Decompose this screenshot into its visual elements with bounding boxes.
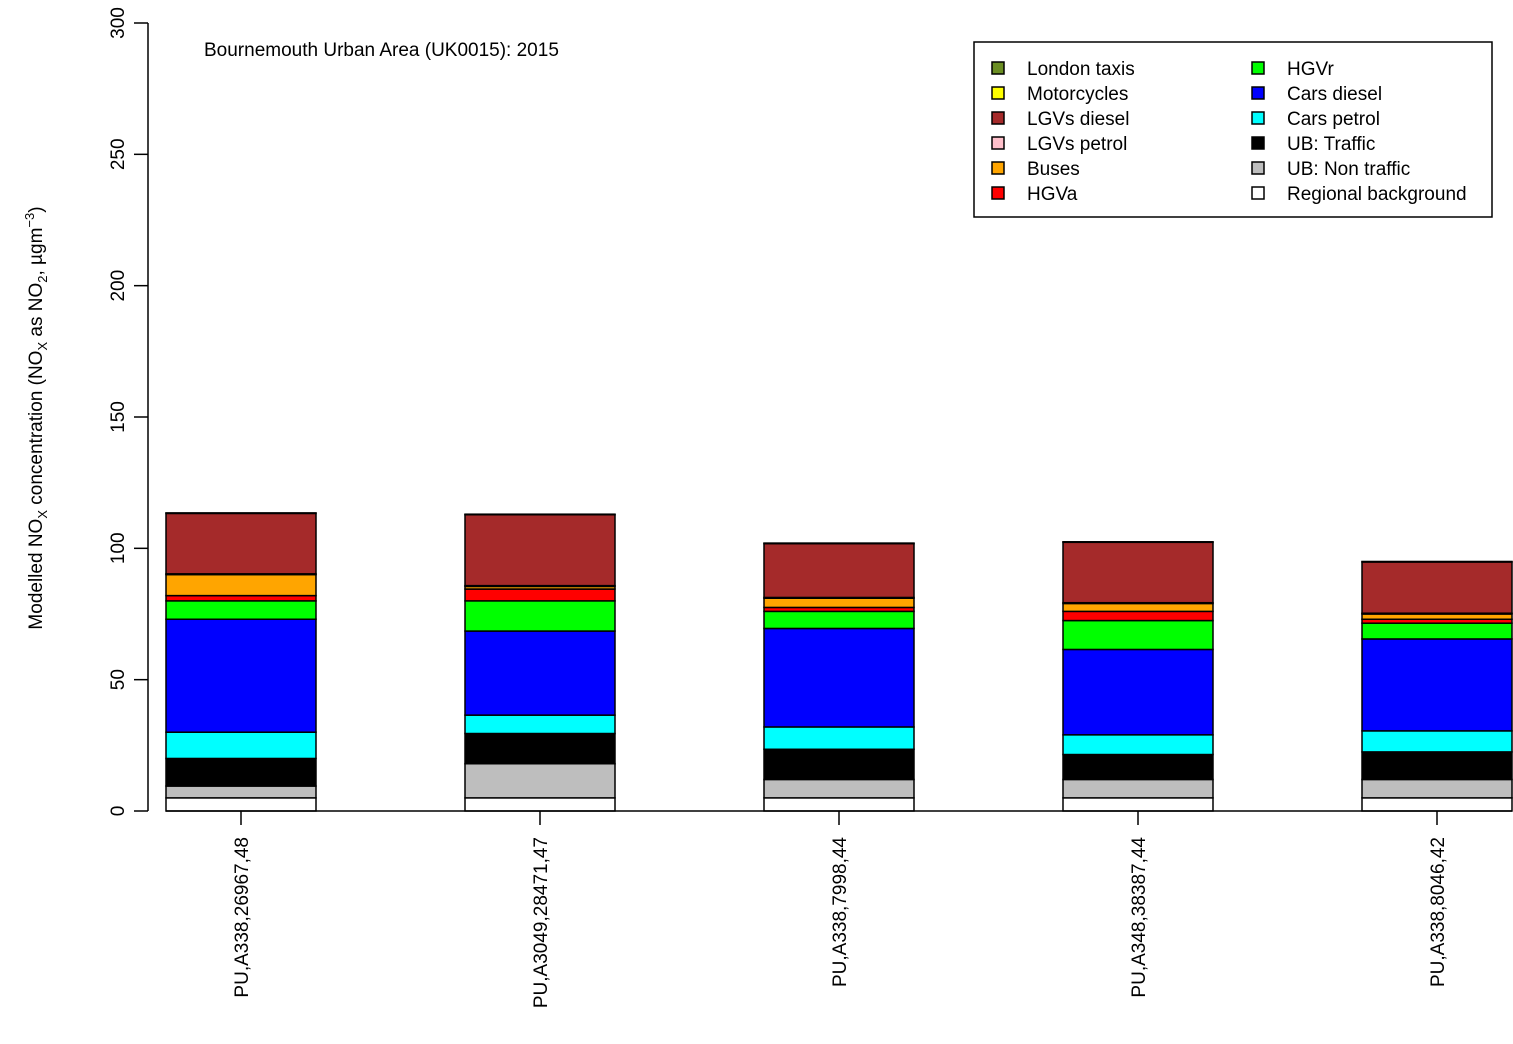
x-tick-label: PU,A338,8046,42 [1428,837,1449,987]
legend-swatch [991,61,1005,75]
bar-segment [464,762,616,799]
y-tick-label: 150 [108,401,129,433]
legend-label: HGVa [1027,184,1078,205]
x-axis: PU,A338,26967,48 PU,A3049,28471,47 PU,A338… [166,810,1512,1008]
bar-segment [1062,778,1214,799]
legend-label: UB: Traffic [1287,134,1375,155]
y-tick-label: 100 [108,532,129,564]
bar-segment [763,597,915,609]
legend-swatch [1251,86,1265,100]
legend-label: UB: Non traffic [1287,159,1410,180]
y-axis: 0 50 100 150 200 250 300 [108,7,149,817]
bar-segment [1361,561,1513,614]
y-tick-label: 300 [108,7,129,39]
x-tick-label: PU,A338,7998,44 [830,837,851,987]
bar-segment [165,573,317,597]
bar-segment [1361,797,1513,812]
bar-segment [763,610,915,630]
x-tick-label: PU,A3049,28471,47 [531,837,552,1008]
bar-segment [464,797,616,812]
bar-segment [763,797,915,812]
bar-segment [165,785,317,799]
chart-title: Bournemouth Urban Area (UK0015): 2015 [204,40,559,61]
bar-segment [165,512,317,515]
bar-segment [1062,797,1214,812]
bar-segment [1361,560,1513,563]
bar-segment [165,594,317,602]
bar-segment [165,512,317,575]
legend-label: Buses [1027,159,1080,180]
y-tick-label: 200 [108,270,129,302]
y-axis-label: Modelled NOX concentration (NOX as NO2, … [22,206,50,629]
bar-segment [1361,622,1513,640]
bar-segment [464,513,616,516]
x-tick-label: PU,A348,38387,44 [1129,837,1150,998]
bar-segment [165,731,317,760]
y-tick-label: 50 [108,669,129,690]
legend-swatch [1251,136,1265,150]
bar-segment [763,726,915,751]
legend-swatch [1251,111,1265,125]
legend-label: LGVs diesel [1027,109,1129,130]
bar-segment [1361,778,1513,799]
legend-swatch [991,136,1005,150]
bar-segment [1062,648,1214,736]
bar-segment [464,714,616,735]
bar-segment [1062,734,1214,756]
bar-segment [165,600,317,621]
bar-segment [1062,619,1214,651]
legend-swatch [991,161,1005,175]
bar-segment [1062,602,1214,613]
legend-label: LGVs petrol [1027,134,1127,155]
bar-segment [1361,730,1513,753]
legend-label: Motorcycles [1027,84,1128,105]
legend-label: Regional background [1287,184,1467,205]
legend-label: London taxis [1027,59,1135,80]
bar-segment [1062,541,1214,544]
bars-group [165,512,1513,812]
bar-segment [464,588,616,602]
legend-swatch [991,86,1005,100]
bar-segment [763,748,915,781]
bar-segment [464,732,616,765]
x-tick-label: PU,A338,26967,48 [232,837,253,998]
bar-segment [1062,541,1214,604]
bar-segment [763,627,915,728]
bar-segment [1361,613,1513,621]
legend-swatch [1251,161,1265,175]
legend-swatch [1251,186,1265,200]
legend-label: Cars diesel [1287,84,1382,105]
legend-box [973,41,1493,218]
legend-swatch [991,111,1005,125]
bar-segment [1361,751,1513,781]
bar-segment [165,797,317,812]
legend-swatch [1251,61,1265,75]
bar-segment [464,513,616,587]
legend-label: HGVr [1287,59,1334,80]
bar-segment [763,542,915,545]
bar-segment [464,630,616,716]
y-tick-label: 250 [108,138,129,170]
legend-label: Cars petrol [1287,109,1380,130]
legend-swatch [991,186,1005,200]
legend: London taxis Motorcycles LGVs diesel LGVs p… [973,41,1493,218]
bar-segment [165,757,317,787]
bar-segment [1062,753,1214,781]
bar-segment [165,618,317,733]
bar-segment [464,600,616,632]
bar-segment [763,542,915,599]
bar-segment [1062,610,1214,622]
bar-segment [763,778,915,799]
bar-segment [1361,638,1513,732]
y-tick-label: 0 [108,806,129,817]
